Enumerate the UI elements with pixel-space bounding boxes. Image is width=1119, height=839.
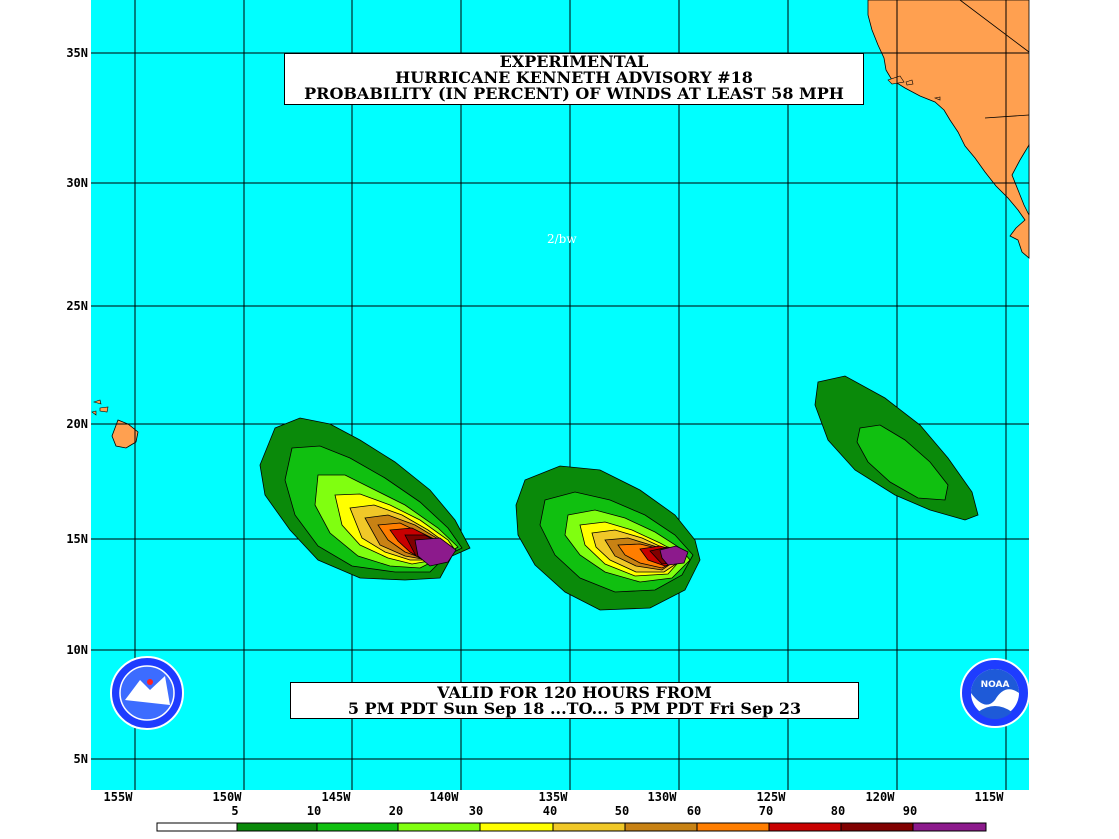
valid-period-box: VALID FOR 120 HOURS FROM 5 PM PDT Sun Se… xyxy=(290,682,859,719)
ocean xyxy=(91,0,1029,790)
gulf-of-california xyxy=(1011,143,1030,216)
lat-label: 15N xyxy=(66,532,88,546)
lat-label: 35N xyxy=(66,46,88,60)
legend-value: 60 xyxy=(687,804,701,818)
legend-swatch xyxy=(397,822,481,832)
legend-swatch xyxy=(156,822,238,832)
lon-label: 155W xyxy=(104,790,134,804)
lon-label: 130W xyxy=(648,790,678,804)
legend-swatch xyxy=(316,822,399,832)
lat-label: 5N xyxy=(74,752,88,766)
valid-line-1: VALID FOR 120 HOURS FROM xyxy=(437,683,712,702)
legend-value: 70 xyxy=(759,804,773,818)
legend-value: 30 xyxy=(469,804,483,818)
title-line-3: PROBABILITY (IN PERCENT) OF WINDS AT LEA… xyxy=(304,84,844,103)
legend-swatch xyxy=(479,822,554,832)
lon-label: 135W xyxy=(539,790,569,804)
land-hawaii xyxy=(111,419,139,449)
legend-swatch xyxy=(768,822,842,832)
legend-swatch xyxy=(552,822,626,832)
lat-label: 30N xyxy=(66,176,88,190)
longitude-labels: 155W 150W 145W 140W 135W 130W 125W 120W … xyxy=(104,790,1005,804)
legend-color-bar xyxy=(156,822,987,832)
valid-line-2: 5 PM PDT Sun Sep 18 ...TO... 5 PM PDT Fr… xyxy=(347,699,802,718)
nws-logo-icon xyxy=(110,656,184,730)
lon-label: 115W xyxy=(975,790,1005,804)
legend-swatch xyxy=(236,822,318,832)
legend-value: 90 xyxy=(903,804,917,818)
legend-value: 10 xyxy=(307,804,321,818)
lon-label: 145W xyxy=(322,790,352,804)
legend-value: 5 xyxy=(231,804,238,818)
legend-value: 40 xyxy=(543,804,557,818)
legend-swatch xyxy=(624,822,698,832)
analyst-tag: 2/bw xyxy=(547,232,577,246)
contour-cluster-west xyxy=(259,417,471,581)
legend-value: 80 xyxy=(831,804,845,818)
legend-swatch xyxy=(912,822,987,832)
title-line-2: HURRICANE KENNETH ADVISORY #18 xyxy=(395,68,753,87)
legend-values: 5 10 20 30 40 50 60 70 80 90 xyxy=(231,804,917,818)
lon-label: 125W xyxy=(757,790,787,804)
lat-label: 25N xyxy=(66,299,88,313)
lon-label: 120W xyxy=(866,790,896,804)
lon-label: 140W xyxy=(430,790,460,804)
legend-value: 20 xyxy=(389,804,403,818)
legend-swatch xyxy=(696,822,770,832)
contour-cluster-east xyxy=(814,375,979,521)
lon-label: 150W xyxy=(213,790,243,804)
title-line-1: EXPERIMENTAL xyxy=(499,52,649,71)
legend-swatch xyxy=(840,822,914,832)
noaa-logo-icon: NOAA xyxy=(960,658,1030,728)
title-box: EXPERIMENTAL HURRICANE KENNETH ADVISORY … xyxy=(284,53,864,105)
lat-label: 10N xyxy=(66,643,88,657)
lat-label: 20N xyxy=(66,417,88,431)
svg-text:NOAA: NOAA xyxy=(981,680,1010,690)
contour-cluster-middle xyxy=(515,465,701,611)
land-north-america xyxy=(867,0,1030,259)
latitude-labels: 35N 30N 25N 20N 15N 10N 5N xyxy=(66,46,88,766)
legend-value: 50 xyxy=(615,804,629,818)
